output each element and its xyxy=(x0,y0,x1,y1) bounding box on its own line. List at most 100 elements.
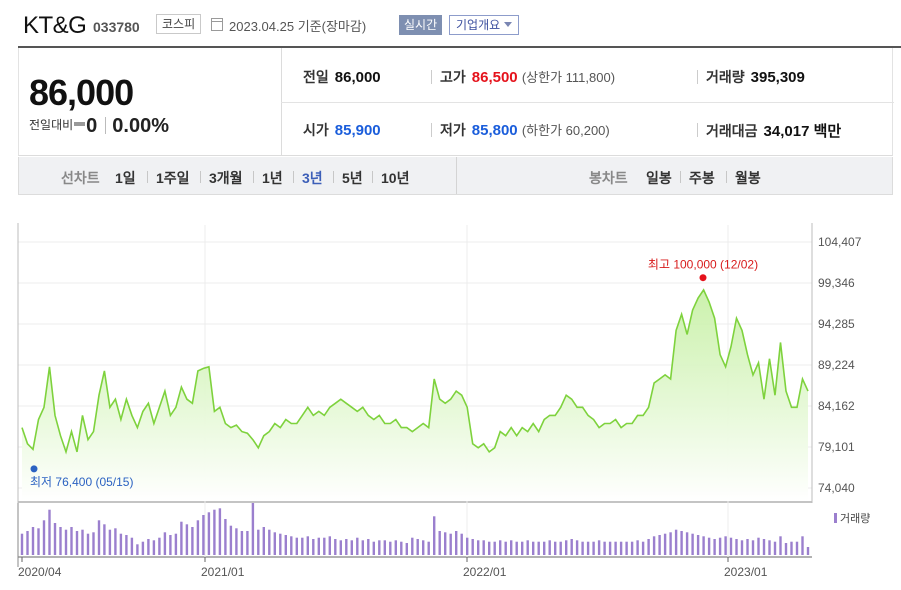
volume-bar xyxy=(575,540,579,555)
volume-bar xyxy=(317,537,320,555)
volume-bar xyxy=(257,529,260,555)
candle-monthly[interactable]: 월봉 xyxy=(735,170,761,186)
period-1w[interactable]: 1주일 xyxy=(156,170,190,186)
volume-bar xyxy=(290,536,293,555)
y-tick-label: 84,162 xyxy=(818,399,855,413)
volume-bar xyxy=(416,539,419,555)
y-tick-label: 89,224 xyxy=(818,358,855,372)
low-annotation: 최저 76,400 (05/15) xyxy=(30,475,133,489)
period-1y[interactable]: 1년 xyxy=(262,170,283,186)
volume-bar xyxy=(389,541,392,555)
volume-bar xyxy=(323,537,326,555)
volume-bar xyxy=(312,539,315,555)
volume-bar xyxy=(707,537,711,555)
volume-bar xyxy=(103,524,106,555)
line-chart-label: 선차트 xyxy=(61,170,100,186)
candle-weekly[interactable]: 주봉 xyxy=(689,170,715,186)
candle-daily[interactable]: 일봉 xyxy=(646,170,672,186)
period-1d[interactable]: 1일 xyxy=(115,170,136,186)
volume-bar xyxy=(191,527,194,555)
volume-bar xyxy=(224,519,227,555)
volume-bar xyxy=(757,537,760,555)
volume-bar xyxy=(532,541,535,555)
volume-bar xyxy=(641,541,645,555)
volume-bar xyxy=(97,520,101,555)
volume-bar xyxy=(608,541,612,555)
volume-bar xyxy=(554,541,557,555)
y-tick-label: 94,285 xyxy=(818,317,855,331)
quote-summary-panel: 86,000 전일대비 0 0.00% 전일 86,000 고가 86,500 (상한가… xyxy=(18,48,894,156)
stock-code: 033780 xyxy=(93,19,140,35)
volume-bar xyxy=(301,537,304,555)
volume-bars xyxy=(20,503,810,555)
volume-bar xyxy=(515,541,518,555)
volume-bar xyxy=(86,533,90,555)
volume-bar xyxy=(350,540,353,555)
volume-bar xyxy=(114,528,117,555)
volume-bar xyxy=(438,531,441,555)
volume-bar xyxy=(53,523,57,555)
volume-legend-swatch xyxy=(834,513,837,523)
y-tick-label: 74,040 xyxy=(818,481,855,495)
volume-bar xyxy=(614,541,617,555)
period-5y[interactable]: 5년 xyxy=(342,170,363,186)
volume-bar xyxy=(31,527,35,555)
volume-bar xyxy=(262,527,265,555)
volume-bar xyxy=(586,541,590,555)
realtime-button[interactable]: 실시간 xyxy=(399,15,443,35)
volume-bar xyxy=(411,537,414,555)
volume-bar xyxy=(356,537,359,555)
volume-bar xyxy=(367,539,370,555)
volume-bar xyxy=(647,539,650,555)
volume-bar xyxy=(702,536,705,555)
volume-bar xyxy=(75,531,79,555)
period-3y[interactable]: 3년 xyxy=(302,170,323,186)
chevron-down-icon xyxy=(504,22,513,27)
volume-bar xyxy=(361,540,364,555)
stock-name: KT&G xyxy=(23,12,87,39)
volume-bar xyxy=(218,508,222,555)
volume-bar xyxy=(70,527,73,555)
header-divider xyxy=(18,46,901,48)
volume-bar xyxy=(674,529,678,555)
volume-bar xyxy=(482,540,485,555)
volume-bar xyxy=(240,531,244,555)
volume-bar xyxy=(372,541,375,555)
stat-open: 시가 85,900 xyxy=(303,122,381,139)
period-10y[interactable]: 10년 xyxy=(381,170,410,186)
volume-bar xyxy=(136,544,139,555)
volume-bar xyxy=(696,535,700,555)
volume-bar xyxy=(455,531,458,555)
volume-bar xyxy=(740,540,744,555)
company-overview-dropdown[interactable]: 기업개요 xyxy=(449,15,520,35)
period-3m[interactable]: 3개월 xyxy=(209,170,243,186)
volume-bar xyxy=(762,539,766,555)
volume-bar xyxy=(784,543,788,555)
price-change: 전일대비 0 0.00% xyxy=(29,115,169,138)
volume-bar xyxy=(279,533,282,555)
volume-bar xyxy=(559,541,562,555)
volume-bar xyxy=(565,540,568,555)
volume-bar xyxy=(207,512,211,555)
market-badge: 코스피 xyxy=(156,14,202,34)
volume-bar xyxy=(625,541,628,555)
calendar-icon xyxy=(211,18,223,31)
price-chart[interactable]: 104,407 99,346 94,285 89,224 84,162 79,101 74,… xyxy=(0,195,901,590)
volume-bar xyxy=(444,532,447,555)
x-axis-labels: 2020/04 2021/01 2022/01 2023/01 xyxy=(18,565,768,579)
volume-bar xyxy=(669,532,672,555)
price-area xyxy=(22,289,808,501)
volume-bar xyxy=(295,537,298,555)
volume-bar xyxy=(652,536,656,555)
high-annotation: 최고 100,000 (12/02) xyxy=(648,258,758,272)
volume-bar xyxy=(471,539,474,555)
volume-bar xyxy=(433,516,436,555)
stat-prev-close: 전일 86,000 xyxy=(303,69,381,86)
volume-bar xyxy=(59,527,62,555)
y-tick-label: 104,407 xyxy=(818,235,862,249)
change-rate: 0.00% xyxy=(112,115,170,137)
x-tick-label: 2022/01 xyxy=(463,565,507,579)
y-tick-label: 79,101 xyxy=(818,440,855,454)
volume-bar xyxy=(141,541,145,555)
volume-bar xyxy=(92,532,95,555)
